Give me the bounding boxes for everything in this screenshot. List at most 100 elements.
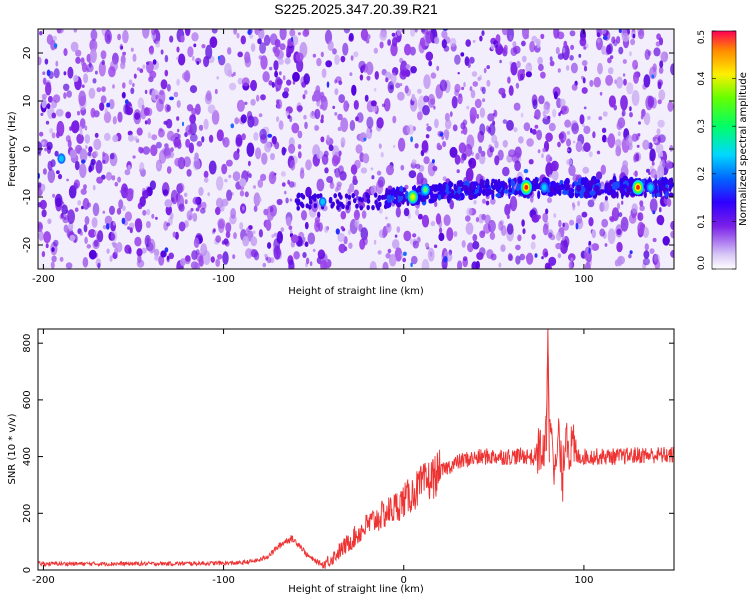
spectrogram-cell <box>92 202 100 217</box>
spectrogram-cell <box>540 33 545 40</box>
spectrogram-cell <box>379 31 387 41</box>
signal-track-cell <box>586 188 589 195</box>
spectrogram-cell <box>561 105 569 115</box>
spectrogram-cell <box>604 243 608 247</box>
spectrogram-cell <box>189 114 197 124</box>
spectrogram-cell <box>385 77 389 83</box>
spectrogram-cell <box>141 104 145 110</box>
spectrogram-cell <box>559 110 563 114</box>
spectrogram-cell <box>410 66 417 74</box>
spectrogram-cell <box>51 255 57 263</box>
spectrogram-cell <box>475 217 479 223</box>
spectrogram-cell <box>281 182 286 187</box>
spectrogram-cell <box>497 149 504 161</box>
spectrogram-cell <box>436 142 441 150</box>
spectrogram-cell <box>575 141 583 153</box>
spectrogram-cell <box>556 231 562 241</box>
spectrogram-cell <box>549 56 553 62</box>
spectrogram-cell <box>652 136 656 142</box>
spectrogram-cell <box>519 253 526 261</box>
spectrogram-cell <box>139 196 146 207</box>
spectrogram-cell <box>460 52 465 57</box>
spectrogram-cell <box>101 86 106 92</box>
spectrogram-cell <box>260 173 267 181</box>
spectrogram-cell <box>250 236 258 247</box>
signal-track-cell <box>661 180 666 186</box>
x-tick-label: 100 <box>574 575 593 586</box>
spectrogram-cell <box>591 229 596 239</box>
spectrogram-cell <box>571 122 579 135</box>
spectrogram-cell <box>73 182 78 191</box>
spectrogram-cell <box>632 214 635 219</box>
spectrogram-cell <box>112 242 118 249</box>
spectrogram-cell <box>151 29 156 36</box>
spectrogram-cell <box>93 138 102 150</box>
spectrogram-cell <box>404 43 412 56</box>
spectrogram-cell <box>508 202 512 209</box>
spectrogram-cell <box>566 158 573 166</box>
spectrogram-cell <box>302 29 310 37</box>
spectrogram-cell <box>525 71 533 78</box>
spectrogram-cell <box>63 224 69 233</box>
spectrogram-cell <box>562 222 565 228</box>
spectrogram-cell <box>622 59 627 64</box>
spectrogram-cell <box>80 188 87 195</box>
spectrogram-cell <box>65 262 73 269</box>
spectrogram-cell <box>169 35 174 43</box>
spectrogram-cell <box>601 218 609 228</box>
spectrogram-cell <box>578 53 582 58</box>
spectrogram-cell <box>147 118 152 125</box>
spectrogram-cell <box>203 177 209 183</box>
spectrogram-cell <box>460 157 465 164</box>
spectrogram-cell <box>653 47 661 57</box>
spectrogram-cell <box>155 216 158 220</box>
spectrogram-cell <box>468 159 472 165</box>
signal-track-cell <box>437 183 444 192</box>
spectrogram-cell <box>164 247 169 253</box>
spectrogram-cell <box>198 186 204 196</box>
spectrogram-cell <box>568 253 576 262</box>
y-tick-label: 400 <box>22 447 33 466</box>
spectrogram-cell <box>638 121 641 125</box>
spectrogram-cell <box>121 217 126 225</box>
spectrogram-cell <box>423 95 430 103</box>
spectrogram-cell <box>334 88 339 96</box>
spectrogram-cell <box>489 146 495 153</box>
spectrogram-cell <box>399 70 408 80</box>
spectrogram-cell <box>599 228 606 237</box>
spectrogram-cell <box>207 192 210 197</box>
spectrogram-cell <box>377 250 382 255</box>
snr-frame <box>37 328 675 571</box>
spectrogram-cell <box>534 124 539 129</box>
spectrogram-cell <box>125 106 133 116</box>
spectrogram-cell <box>327 40 334 52</box>
spectrogram-cell <box>534 253 538 258</box>
spectrogram-cell <box>273 245 281 260</box>
snr-y-label: SNR (10 * v/v) <box>7 413 18 484</box>
spectrogram-cell <box>41 141 45 146</box>
spectrogram-cell <box>266 256 272 264</box>
spectrogram-cell <box>457 72 460 75</box>
spectrogram-cell <box>274 172 277 176</box>
spectrogram-cell <box>234 117 240 125</box>
spectrogram-cell <box>276 116 280 122</box>
signal-track-cell <box>659 179 663 187</box>
spectrogram-cell <box>66 178 69 182</box>
spectrogram-cell <box>59 256 64 262</box>
spectrogram-cell <box>602 199 610 212</box>
spectrogram-cell <box>289 29 296 37</box>
spectrogram-cell <box>305 159 312 171</box>
spectrogram-cell <box>383 98 391 112</box>
spectrogram-cell <box>203 170 209 178</box>
spectrogram-cell <box>226 189 233 201</box>
spectrogram-cell <box>512 41 517 48</box>
spectrogram-cell <box>192 158 201 171</box>
spectrogram-cell <box>541 153 544 159</box>
spectrogram-cell <box>337 126 342 132</box>
spectrogram-cell <box>191 250 198 261</box>
spectrogram-cell <box>391 239 400 250</box>
spectrogram-cell <box>434 201 438 208</box>
signal-track-cell <box>353 198 357 204</box>
spectrogram-cell <box>145 221 151 229</box>
